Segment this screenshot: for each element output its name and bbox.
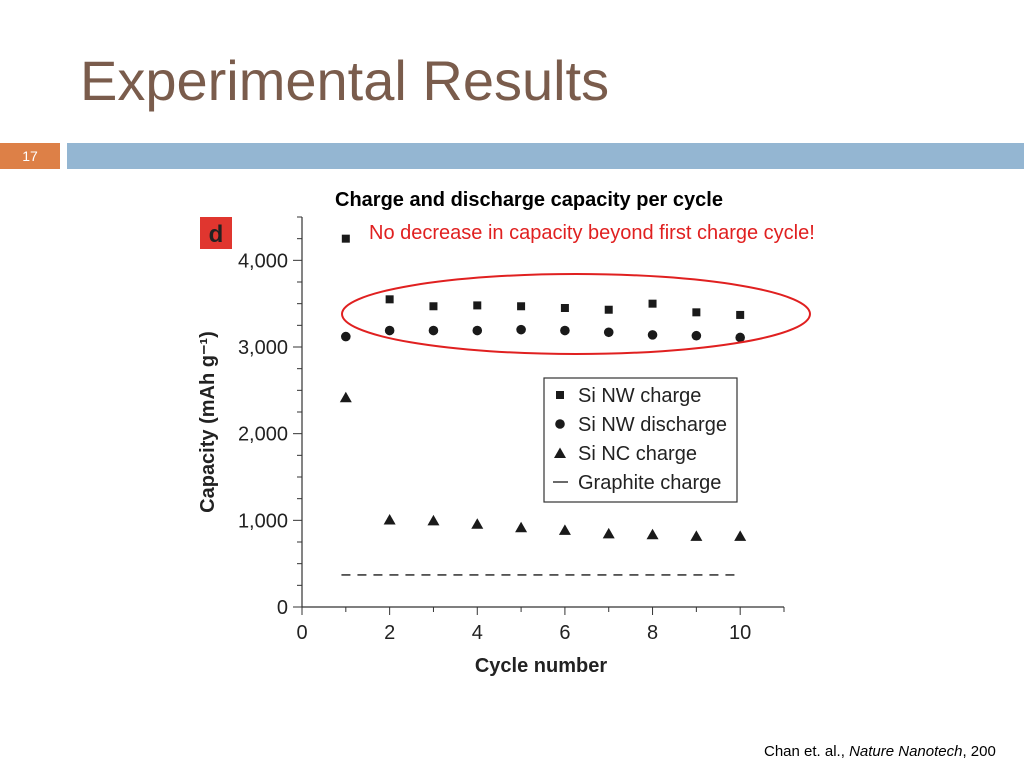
circle-point bbox=[603, 327, 614, 338]
triangle-point bbox=[602, 527, 615, 539]
triangle-point bbox=[646, 528, 659, 540]
legend-triangle-swatch bbox=[554, 447, 566, 458]
panel-label: d bbox=[209, 221, 224, 248]
header-rule-bar bbox=[67, 143, 1024, 169]
y-tick-label: 4,000 bbox=[238, 250, 288, 272]
x-axis-label: Cycle number bbox=[475, 655, 607, 677]
circle-point bbox=[691, 330, 702, 341]
triangle-point bbox=[515, 521, 528, 533]
circle-point bbox=[428, 325, 439, 336]
triangle-point bbox=[734, 530, 747, 541]
y-tick-label: 2,000 bbox=[238, 424, 288, 446]
square-point bbox=[341, 234, 350, 243]
citation: Chan et. al., Nature Nanotech, 200 bbox=[764, 743, 996, 760]
square-point bbox=[429, 302, 438, 311]
circle-point bbox=[735, 332, 745, 343]
circle-point bbox=[647, 330, 658, 340]
citation-authors: Chan et. al., bbox=[764, 743, 850, 760]
slide-number: 17 bbox=[22, 148, 38, 164]
x-tick-label: 6 bbox=[559, 622, 570, 644]
y-tick-label: 1,000 bbox=[238, 510, 288, 532]
legend-label: Si NC charge bbox=[578, 443, 697, 465]
square-point bbox=[736, 310, 745, 319]
circle-point bbox=[384, 325, 395, 336]
square-point bbox=[517, 302, 526, 311]
annotation-text: No decrease in capacity beyond first cha… bbox=[369, 222, 815, 244]
x-tick-label: 8 bbox=[647, 622, 658, 644]
triangle-point bbox=[339, 391, 352, 403]
triangle-point bbox=[383, 513, 396, 525]
x-tick-label: 4 bbox=[472, 622, 483, 644]
y-axis-label: Capacity (mAh g⁻¹) bbox=[197, 331, 219, 513]
square-point bbox=[648, 299, 657, 308]
square-point bbox=[385, 295, 394, 304]
slide-number-box bbox=[0, 143, 60, 169]
panel-label-box bbox=[200, 217, 232, 249]
square-point bbox=[604, 305, 613, 314]
legend-circle-swatch bbox=[555, 419, 565, 429]
triangle-point bbox=[471, 518, 484, 529]
x-tick-label: 2 bbox=[384, 622, 395, 644]
x-tick-label: 10 bbox=[729, 622, 751, 644]
y-tick-label: 3,000 bbox=[238, 337, 288, 359]
y-tick-label: 0 bbox=[277, 597, 288, 619]
legend-label: Si NW charge bbox=[578, 385, 701, 407]
x-tick-label: 0 bbox=[296, 622, 307, 644]
circle-point bbox=[472, 325, 483, 336]
legend-label: Si NW discharge bbox=[578, 414, 727, 436]
legend-box bbox=[543, 377, 738, 503]
chart-heading: Charge and discharge capacity per cycle bbox=[335, 189, 723, 211]
circle-point bbox=[516, 324, 526, 335]
slide-title: Experimental Results bbox=[80, 49, 610, 112]
legend: Si NW charge Si NW discharge Si NC charge G… bbox=[543, 377, 738, 503]
square-point bbox=[560, 304, 569, 312]
triangle-point bbox=[427, 514, 440, 526]
square-point bbox=[473, 301, 482, 310]
triangle-point bbox=[558, 524, 571, 535]
triangle-point bbox=[690, 530, 703, 541]
citation-journal: Nature Nanotech bbox=[849, 743, 963, 760]
highlight-ellipse bbox=[341, 273, 811, 355]
legend-label: Graphite charge bbox=[578, 472, 721, 494]
citation-tail: , 200 bbox=[962, 743, 996, 760]
circle-point bbox=[341, 331, 351, 342]
legend-square-swatch bbox=[556, 391, 564, 399]
circle-point bbox=[560, 325, 570, 336]
square-point bbox=[692, 308, 701, 317]
